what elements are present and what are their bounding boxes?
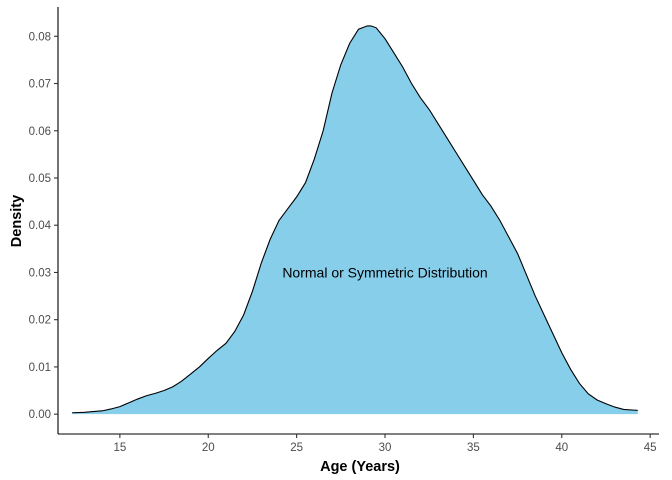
x-tick-label: 40 xyxy=(555,442,568,454)
x-tick-label: 20 xyxy=(202,442,215,454)
x-tick-label: 25 xyxy=(290,442,303,454)
y-tick-label: 0.04 xyxy=(29,220,52,232)
y-tick-label: 0.08 xyxy=(29,31,51,43)
y-tick-label: 0.00 xyxy=(29,409,51,421)
annotation-label: Normal or Symmetric Distribution xyxy=(282,264,487,280)
y-tick-label: 0.03 xyxy=(29,267,51,279)
y-tick-label: 0.06 xyxy=(29,126,51,138)
y-tick-label: 0.05 xyxy=(29,173,51,185)
x-tick-label: 45 xyxy=(644,442,657,454)
x-tick-label: 35 xyxy=(467,442,480,454)
axes: 0.00 0.01 0.02 0.03 0.04 0.05 0.06 0.07 0.08 15 20… xyxy=(29,7,659,454)
plot-area xyxy=(72,25,638,415)
density-curve xyxy=(72,25,638,414)
density-area xyxy=(72,25,638,415)
x-tick-label: 30 xyxy=(379,442,392,454)
x-axis-title: Age (Years) xyxy=(320,459,400,475)
y-tick-label: 0.07 xyxy=(29,79,51,91)
x-tick-label: 15 xyxy=(113,442,126,454)
y-tick-label: 0.02 xyxy=(29,315,51,327)
y-axis-title: Density xyxy=(9,195,25,247)
y-tick-label: 0.01 xyxy=(29,362,51,374)
